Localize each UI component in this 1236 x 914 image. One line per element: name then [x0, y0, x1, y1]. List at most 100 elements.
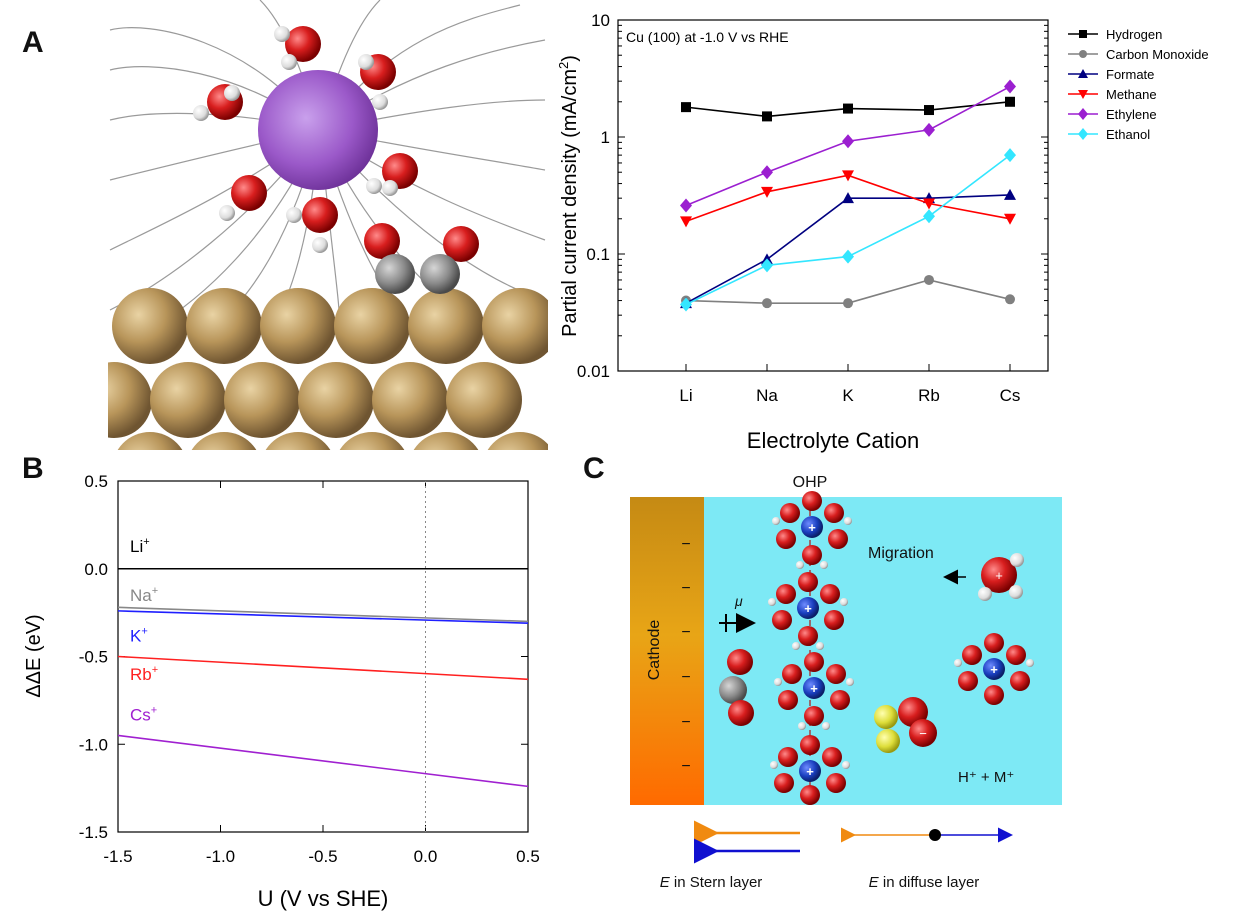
y-tick-label: 0.1	[586, 245, 610, 264]
chart-a-y-axis-label-sup: 2	[556, 62, 571, 69]
cation-atom	[258, 70, 378, 190]
data-point	[762, 298, 772, 309]
ohp-label: OHP	[793, 474, 828, 491]
diffuse-origin-dot	[929, 829, 941, 841]
chart-a-y-axis-label-close: )	[559, 55, 581, 62]
series-label: Rb+	[130, 664, 158, 684]
legend-marker	[1079, 50, 1087, 58]
series-line	[117, 610, 529, 624]
panel-label-a: A	[22, 26, 44, 59]
y-tick-label: 0.01	[577, 362, 610, 381]
data-point	[923, 122, 935, 137]
data-point	[1004, 213, 1016, 225]
y-tick-label: 0.5	[84, 472, 108, 491]
data-point	[762, 111, 772, 122]
data-point	[680, 216, 692, 228]
chart-b-y-axis-label: ΔΔE (eV)	[23, 614, 45, 697]
data-point	[761, 258, 773, 273]
y-tick-label: 0.0	[84, 560, 108, 579]
series-label-sup: +	[152, 664, 158, 676]
legend-marker	[1078, 90, 1088, 99]
chart-b: U (V vs SHE) ΔΔE (eV) 0.5 0.0 -0.5 -1.0 -1.5…	[23, 472, 540, 911]
series-label: Na+	[130, 585, 158, 605]
x-tick-label: 0.5	[516, 847, 540, 866]
data-point	[842, 192, 854, 204]
minus-sign: −	[681, 669, 690, 686]
diffuse-layer-label-e: E	[869, 874, 880, 891]
minus-sign: −	[681, 624, 690, 641]
series-label-sup: +	[143, 536, 149, 548]
double-layer-diagram: Cathode − − − − − − OHP	[630, 474, 1062, 891]
diffuse-layer-label: E in diffuse layer	[869, 874, 980, 891]
legend-marker	[1079, 30, 1087, 38]
data-point	[843, 298, 853, 309]
hydrated-cations-ohp: + + + +	[768, 491, 854, 805]
data-point	[842, 249, 854, 264]
series-label-name: K	[130, 626, 142, 645]
co2-molecule	[719, 649, 754, 726]
series-label-name: Na	[130, 586, 152, 605]
x-tick-label: Cs	[1000, 386, 1021, 405]
y-tick-label: 10	[591, 11, 610, 30]
data-point	[761, 186, 773, 198]
stern-layer-label-e: E	[660, 874, 671, 891]
chart-b-series: Li+Na+K+Rb+Cs+	[117, 536, 529, 788]
data-point	[1005, 294, 1015, 305]
legend-label: Formate	[1106, 67, 1154, 82]
cation-plus-sign: +	[990, 662, 998, 677]
molecular-illustration	[108, 0, 548, 450]
cathode-label: Cathode	[646, 620, 663, 681]
y-tick-label: -0.5	[79, 648, 108, 667]
migration-label: Migration	[868, 545, 934, 562]
legend-label: Hydrogen	[1106, 27, 1162, 42]
co-adsorbates	[375, 254, 460, 294]
chart-a-x-axis-label: Electrolyte Cation	[747, 428, 919, 453]
data-point	[761, 165, 773, 180]
series-label-sup: +	[151, 704, 157, 716]
cathode-electrode	[630, 497, 704, 805]
chart-a-legend: Hydrogen Carbon Monoxide Formate Methane Eth…	[1068, 27, 1209, 142]
data-point	[1004, 148, 1016, 163]
series-line	[117, 655, 529, 681]
data-point	[1005, 96, 1015, 107]
x-tick-label: -0.5	[308, 847, 337, 866]
legend-label: Carbon Monoxide	[1106, 47, 1209, 62]
h-m-label: H⁺ + M⁺	[958, 769, 1014, 786]
y-tick-label: -1.5	[79, 823, 108, 842]
series-label-sup: +	[141, 625, 147, 637]
series-line	[117, 606, 529, 623]
data-point	[681, 102, 691, 113]
data-point	[842, 170, 854, 182]
chart-a-y-axis-label: Partial current density (mA/cm2)	[556, 55, 581, 337]
y-tick-label: -1.0	[79, 735, 108, 754]
stern-layer-label-rest: in Stern layer	[670, 874, 763, 891]
panel-label-b: B	[22, 452, 44, 485]
x-tick-label: Na	[756, 386, 778, 405]
cation-plus-sign: +	[810, 681, 818, 696]
data-point	[1004, 79, 1016, 94]
data-point	[924, 274, 934, 285]
legend-marker	[1078, 69, 1088, 78]
x-tick-label: -1.0	[206, 847, 235, 866]
legend-label: Methane	[1106, 87, 1157, 102]
copper-slab	[108, 288, 548, 450]
anion-minus-sign: −	[919, 726, 927, 741]
series-label-sup: +	[152, 585, 158, 597]
sulfate-anion: −	[874, 697, 937, 753]
minus-sign: −	[681, 580, 690, 597]
data-point	[923, 198, 935, 210]
stern-layer-label: E in Stern layer	[660, 874, 763, 891]
x-tick-label: Li	[679, 386, 692, 405]
cation-plus-sign: +	[806, 764, 814, 779]
minus-sign: −	[681, 758, 690, 775]
legend-marker	[1078, 128, 1088, 140]
cation-plus-sign: +	[808, 520, 816, 535]
panel-label-c: C	[583, 452, 605, 485]
legend-label: Ethanol	[1106, 127, 1150, 142]
series-label: Li+	[130, 536, 150, 556]
chart-a-title: Cu (100) at -1.0 V vs RHE	[626, 29, 789, 45]
hydrated-cation-bulk: +	[954, 633, 1034, 705]
minus-sign: −	[681, 536, 690, 553]
series-label-name: Li	[130, 537, 143, 556]
